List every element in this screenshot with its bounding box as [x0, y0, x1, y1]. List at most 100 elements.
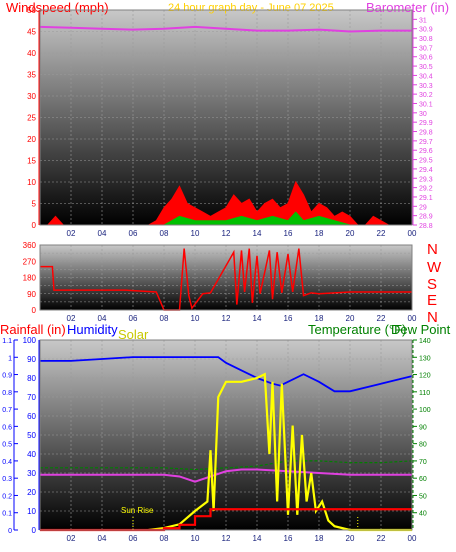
x-tick-label: 18	[315, 314, 324, 323]
y-tick-label: 50	[27, 431, 36, 440]
wind-dir-label-n-top: N	[427, 241, 438, 258]
barometer-title: Barometer (in)	[366, 0, 449, 15]
y-tick-label: 20	[27, 135, 36, 144]
y-tick-label: 180	[23, 274, 37, 283]
barometer-tick-label: 29.2	[419, 186, 433, 193]
y-tick-label: 0	[32, 306, 37, 315]
barometer-tick-label: 29.1	[419, 195, 433, 202]
temperature-tick-label: 70	[419, 459, 427, 466]
x-tick-label: 00	[408, 229, 417, 238]
barometer-tick-label: 30.5	[419, 64, 433, 71]
humidity-title: Humidity	[67, 322, 118, 337]
x-tick-label: 10	[191, 314, 200, 323]
x-tick-label: 14	[253, 534, 262, 543]
x-tick-label: 02	[67, 314, 76, 323]
x-tick-label: 04	[98, 534, 107, 543]
x-tick-label: 18	[315, 534, 324, 543]
y-tick-label: 25	[27, 114, 36, 123]
rain-tick-label: 0	[8, 528, 12, 535]
y-tick-label: 100	[23, 336, 37, 345]
x-tick-label: 20	[346, 314, 355, 323]
rain-tick-label: 0.8	[2, 390, 12, 397]
solar-title: Solar	[118, 327, 149, 342]
x-tick-label: 14	[253, 314, 262, 323]
x-tick-label: 14	[253, 229, 262, 238]
temperature-tick-label: 60	[419, 476, 427, 483]
rain-tick-label: 0.9	[2, 373, 12, 380]
y-tick-label: 20	[27, 488, 36, 497]
x-tick-label: 22	[377, 229, 386, 238]
rain-tick-label: 0.1	[2, 511, 12, 518]
y-tick-label: 40	[27, 49, 36, 58]
barometer-tick-label: 29	[419, 204, 427, 211]
x-tick-label: 16	[284, 534, 293, 543]
y-tick-label: 30	[27, 469, 36, 478]
y-tick-label: 10	[27, 178, 36, 187]
wind-dir-label-s: S	[427, 276, 437, 293]
x-tick-label: 12	[222, 534, 231, 543]
x-tick-label: 04	[98, 229, 107, 238]
rain-tick-label: 0.6	[2, 424, 12, 431]
rain-tick-label: 0.5	[2, 442, 12, 449]
y-tick-label: 40	[27, 450, 36, 459]
y-tick-label: 35	[27, 71, 36, 80]
direction-panel-border	[39, 244, 413, 311]
temperature-tick-label: 110	[419, 390, 430, 397]
barometer-tick-label: 30.1	[419, 101, 433, 108]
temperature-series	[40, 468, 412, 483]
y-tick-label: 50	[27, 6, 36, 15]
y-tick-label: 80	[27, 374, 36, 383]
x-tick-label: 22	[377, 534, 386, 543]
x-tick-label: 12	[222, 314, 231, 323]
barometer-tick-label: 29.4	[419, 167, 433, 174]
x-tick-label: 20	[346, 229, 355, 238]
barometer-tick-label: 29.7	[419, 139, 433, 146]
dew-point-title: Dew Point	[391, 322, 451, 337]
x-tick-label: 00	[408, 534, 417, 543]
y-tick-label: 90	[27, 290, 36, 299]
temperature-tick-label: 130	[419, 355, 431, 362]
wind-dir-label-w: W	[427, 259, 442, 276]
x-tick-label: 20	[346, 534, 355, 543]
temperature-tick-label: 100	[419, 407, 431, 414]
barometer-tick-label: 28.9	[419, 214, 433, 221]
temperature-tick-label: 140	[419, 338, 431, 345]
y-tick-label: 70	[27, 393, 36, 402]
x-tick-label: 08	[160, 229, 169, 238]
rain-tick-label: 0.2	[2, 493, 12, 500]
barometer-tick-label: 30	[419, 111, 427, 118]
y-tick-label: 5	[32, 200, 37, 209]
rain-tick-label: 0.7	[2, 407, 12, 414]
y-tick-label: 360	[23, 241, 37, 250]
x-tick-label: 02	[67, 534, 76, 543]
x-tick-label: 00	[408, 314, 417, 323]
x-tick-label: 04	[98, 314, 107, 323]
x-tick-label: 08	[160, 534, 169, 543]
x-tick-label: 12	[222, 229, 231, 238]
y-tick-label: 270	[23, 257, 37, 266]
temperature-tick-label: 120	[419, 373, 431, 380]
rain-tick-label: 1.1	[2, 338, 12, 345]
wind-dir-label-e: E	[427, 292, 437, 309]
graph-date-title: 24 hour graph day - June 07 2025	[168, 2, 334, 14]
barometer-tick-label: 30.8	[419, 36, 433, 43]
axis-layer: 02 04 06 08 10 12 14 16 18 20 22 000510152025303540…	[2, 6, 432, 543]
barometer-tick-label: 31	[419, 17, 427, 24]
temperature-tick-label: 90	[419, 424, 427, 431]
x-tick-label: 10	[191, 534, 200, 543]
barometer-tick-label: 30.2	[419, 92, 433, 99]
x-tick-label: 18	[315, 229, 324, 238]
rainfall-title: Rainfall (in)	[0, 322, 66, 337]
wind-dir-label-n-bottom: N	[427, 309, 438, 326]
x-tick-label: 16	[284, 314, 293, 323]
temperature-tick-label: 50	[419, 493, 427, 500]
x-tick-label: 10	[191, 229, 200, 238]
barometer-tick-label: 29.6	[419, 148, 433, 155]
temperature-tick-label: 40	[419, 511, 427, 518]
wind-panel-border	[39, 9, 413, 226]
barometer-tick-label: 30.7	[419, 45, 433, 52]
barometer-tick-label: 29.3	[419, 176, 433, 183]
temperature-tick-label: 80	[419, 442, 427, 449]
